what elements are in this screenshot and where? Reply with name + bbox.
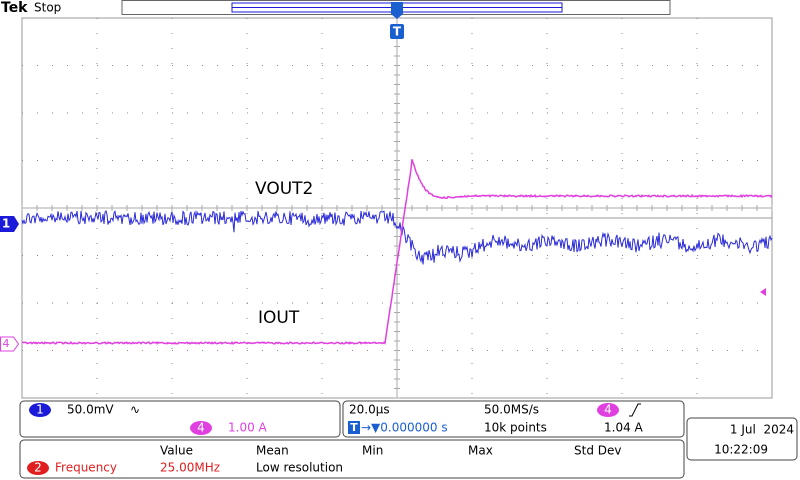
horizontal-scale: 20.0µs (349, 403, 390, 417)
channel4-marker-box (0, 336, 20, 352)
record-length: 10k points (484, 421, 547, 435)
trigger-marker-box (390, 24, 404, 39)
channel-panel (19, 400, 341, 438)
ch1-bandwidth: ∿ (130, 403, 140, 417)
ch4-badge (190, 421, 212, 435)
trigger-source: 4 (604, 403, 612, 417)
trigger-marker: T (350, 421, 358, 434)
brand: Tek (1, 0, 28, 16)
trigger-position-marker (391, 2, 403, 19)
date: 1 Jul 2024 (730, 423, 794, 437)
trigger-marker-box (348, 421, 360, 434)
ch4-number: 4 (197, 421, 205, 435)
trigger-level-marker (760, 288, 766, 296)
ch4-waveform (22, 159, 773, 345)
ch1-number: 1 (36, 403, 44, 417)
measurement-header: Max (468, 444, 493, 458)
waveforms (21, 159, 773, 345)
acquisition-status: Stop (34, 1, 61, 15)
sample-rate: 50.0MS/s (484, 403, 539, 417)
trigger-position: →▼0.000000 s (361, 421, 448, 435)
measurement-header: Value (160, 444, 193, 458)
measurement-name: Frequency (55, 461, 117, 475)
datetime-panel (686, 417, 798, 461)
channel1-marker: 1 (2, 217, 10, 231)
measurement-header: Mean (256, 444, 289, 458)
ch4-scale: 1.00 A (228, 421, 268, 435)
time: 10:22:09 (714, 443, 768, 457)
measurement-header: Min (362, 444, 383, 458)
channel4-marker: 4 (3, 337, 10, 350)
graticule (21, 17, 773, 399)
trigger-slope-icon (629, 403, 641, 417)
channel1-marker-box (0, 216, 19, 232)
trigger-marker: T (393, 25, 402, 39)
trigger-level: 1.04 A (604, 421, 644, 435)
trace-label: IOUT (258, 308, 300, 328)
trigger-source-badge (597, 403, 619, 417)
measurement-value: 25.00MHz (160, 461, 220, 475)
ch1-waveform (21, 209, 773, 265)
measurement-badge (27, 461, 49, 475)
measurement-mean: Low resolution (256, 461, 343, 475)
measurement-header: Std Dev (574, 444, 621, 458)
measurement-panel (19, 439, 685, 479)
ch1-scale: 50.0mV (67, 403, 114, 417)
measurement-number: 2 (34, 461, 42, 475)
trace-label: VOUT2 (255, 179, 313, 199)
ch1-badge (29, 403, 51, 417)
